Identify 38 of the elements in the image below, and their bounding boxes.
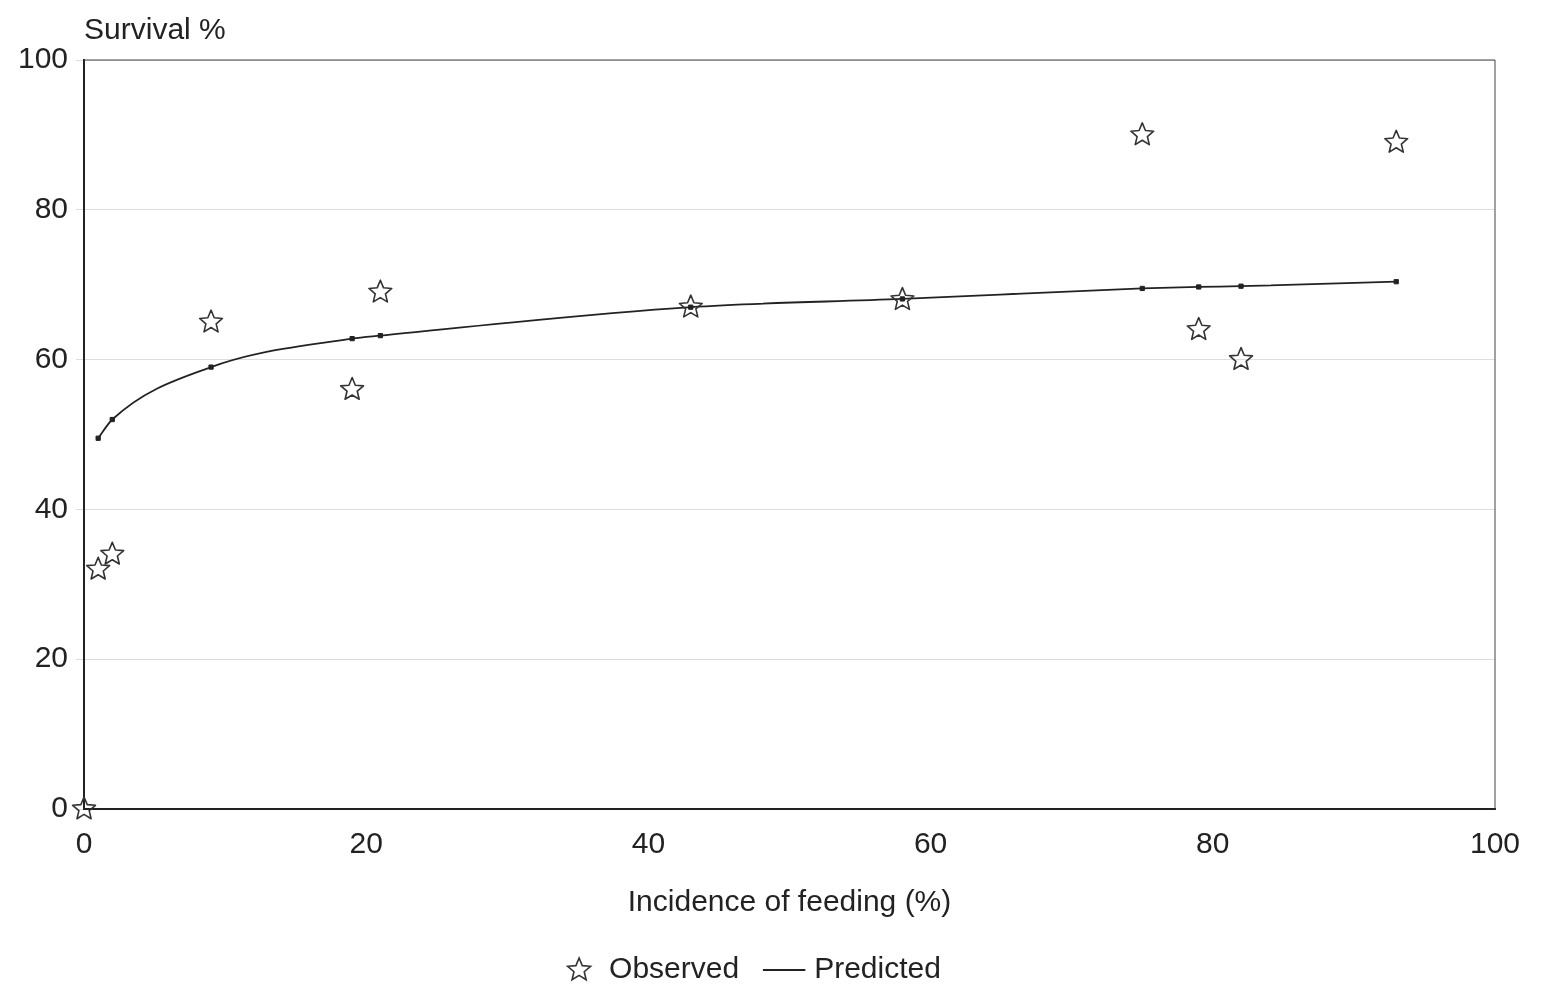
point [71, 796, 97, 820]
point [85, 556, 111, 580]
point [1228, 346, 1254, 371]
y-tick-label: 0 [51, 790, 69, 824]
x-axis-title: Incidence of feeding (%) [627, 884, 952, 918]
legend-label: Predicted [814, 951, 941, 985]
y-tick-label: 100 [17, 41, 69, 75]
x-tick-label: 40 [631, 826, 666, 860]
legend-label: Observed [609, 951, 740, 985]
point [1139, 285, 1145, 292]
y-tick-label: 20 [34, 640, 69, 674]
y-tick-label: 40 [34, 490, 69, 524]
point [339, 376, 365, 401]
point [1130, 122, 1155, 146]
point [109, 416, 115, 423]
point [100, 541, 125, 565]
point [198, 309, 224, 333]
point [368, 279, 393, 303]
point [1196, 284, 1202, 290]
x-tick-label: 20 [349, 826, 383, 860]
x-tick-label: 60 [913, 826, 948, 860]
point [349, 336, 355, 342]
x-tick-label: 0 [75, 826, 93, 860]
point [688, 304, 694, 310]
point [678, 294, 703, 318]
point [377, 333, 383, 339]
point [1238, 283, 1244, 289]
y-tick-label: 60 [34, 340, 69, 374]
point [1384, 129, 1409, 153]
x-tick-label: 100 [1469, 826, 1521, 860]
x-tick-label: 80 [1196, 826, 1230, 860]
y-tick-label: 80 [34, 191, 69, 225]
point [890, 286, 915, 311]
point [1393, 279, 1399, 285]
point [95, 435, 101, 441]
y-axis-title: Survival % [84, 12, 226, 46]
point [1186, 316, 1211, 341]
point [208, 364, 214, 370]
